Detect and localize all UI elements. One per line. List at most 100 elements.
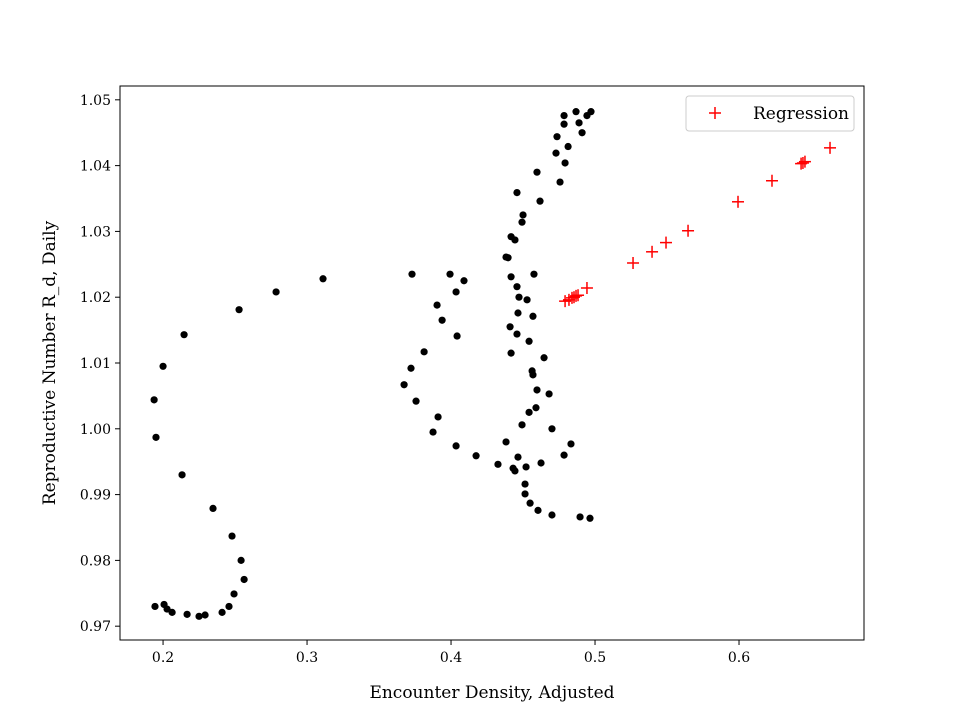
data-point xyxy=(552,149,560,157)
data-point xyxy=(240,575,248,584)
regression-point xyxy=(646,245,659,258)
data-point xyxy=(502,438,510,446)
x-tick-label: 0.4 xyxy=(440,650,462,666)
y-tick-label: 0.99 xyxy=(80,488,111,504)
data-point xyxy=(434,413,442,421)
data-point xyxy=(150,396,158,404)
regression-point xyxy=(580,281,593,294)
legend-marker-plus-icon xyxy=(709,107,721,119)
data-point xyxy=(548,511,556,519)
data-point xyxy=(272,288,280,296)
data-point xyxy=(523,296,531,304)
y-tick-label: 0.98 xyxy=(80,553,111,569)
data-point xyxy=(452,288,460,296)
data-point xyxy=(536,197,544,205)
regression-point xyxy=(824,141,837,154)
data-point xyxy=(494,460,502,468)
data-point xyxy=(534,506,542,514)
data-point xyxy=(561,159,569,167)
data-point xyxy=(433,301,441,309)
y-tick-label: 1.01 xyxy=(80,356,111,372)
regression-point xyxy=(682,224,695,237)
data-point xyxy=(183,610,191,618)
data-point xyxy=(518,218,526,226)
legend-label-regression: Regression xyxy=(753,104,849,124)
data-point xyxy=(532,404,540,412)
data-point xyxy=(537,459,545,467)
data-point xyxy=(518,421,526,429)
data-point xyxy=(420,348,428,356)
data-point xyxy=(519,211,527,219)
data-point xyxy=(513,188,521,197)
y-tick-label: 1.05 xyxy=(80,93,111,109)
data-point xyxy=(545,390,553,398)
y-tick-label: 1.02 xyxy=(80,290,111,306)
data-point xyxy=(533,168,541,176)
data-point xyxy=(576,513,584,521)
data-point xyxy=(560,112,568,120)
y-tick-label: 1.00 xyxy=(80,422,111,438)
data-point xyxy=(514,453,522,461)
regression-point xyxy=(627,256,640,269)
data-point xyxy=(575,119,583,127)
regression-point xyxy=(798,155,811,168)
data-point xyxy=(521,490,529,498)
data-point xyxy=(151,602,159,611)
data-point xyxy=(513,330,521,338)
data-point xyxy=(522,463,530,471)
data-point xyxy=(446,270,454,278)
regression-point xyxy=(796,156,809,169)
data-point xyxy=(521,480,529,488)
regression-point xyxy=(732,195,745,208)
data-point xyxy=(408,270,416,278)
regression-point xyxy=(765,174,778,187)
data-point xyxy=(319,275,327,283)
data-point xyxy=(209,504,217,513)
x-axis-ticks: 0.2 0.3 0.4 0.5 0.6 xyxy=(152,640,750,666)
x-tick-label: 0.5 xyxy=(584,650,606,666)
data-point xyxy=(560,451,568,459)
data-point xyxy=(507,349,515,357)
data-point xyxy=(564,142,572,151)
data-point xyxy=(502,253,510,261)
data-point xyxy=(201,611,209,619)
data-point xyxy=(407,364,415,372)
plot-frame xyxy=(119,85,865,641)
y-axis-label: Reproductive Number R_d, Daily xyxy=(40,220,60,505)
data-point xyxy=(507,233,515,241)
data-point xyxy=(218,608,226,616)
data-point xyxy=(507,273,515,281)
data-point xyxy=(560,120,568,128)
data-point xyxy=(514,309,522,317)
plot-marks xyxy=(150,108,837,620)
x-tick-label: 0.2 xyxy=(152,650,174,666)
data-point xyxy=(515,293,523,301)
data-point xyxy=(529,312,537,320)
y-axis-ticks: 0.97 0.98 0.99 1.00 1.01 1.02 1.03 1.04 1.05 xyxy=(80,93,120,635)
data-point xyxy=(412,397,420,405)
data-point xyxy=(160,600,168,609)
data-point xyxy=(225,602,233,611)
data-point xyxy=(237,556,245,564)
data-point xyxy=(525,408,533,416)
data-point xyxy=(540,354,548,362)
data-point xyxy=(567,440,575,448)
regression-point xyxy=(660,236,673,249)
data-point xyxy=(530,270,538,278)
data-point xyxy=(452,442,460,450)
data-point xyxy=(230,590,238,598)
data-point xyxy=(526,499,534,507)
legend: Regression xyxy=(685,95,855,132)
data-point xyxy=(506,323,514,331)
data-point xyxy=(178,471,186,479)
data-point xyxy=(195,612,203,620)
legend-box xyxy=(685,95,855,132)
data-point xyxy=(528,367,536,375)
regression-point xyxy=(562,293,575,306)
data-point xyxy=(511,467,519,475)
data-point xyxy=(429,428,437,436)
y-tick-label: 1.04 xyxy=(80,159,111,175)
y-tick-label: 1.03 xyxy=(80,224,111,240)
data-point xyxy=(548,425,556,433)
